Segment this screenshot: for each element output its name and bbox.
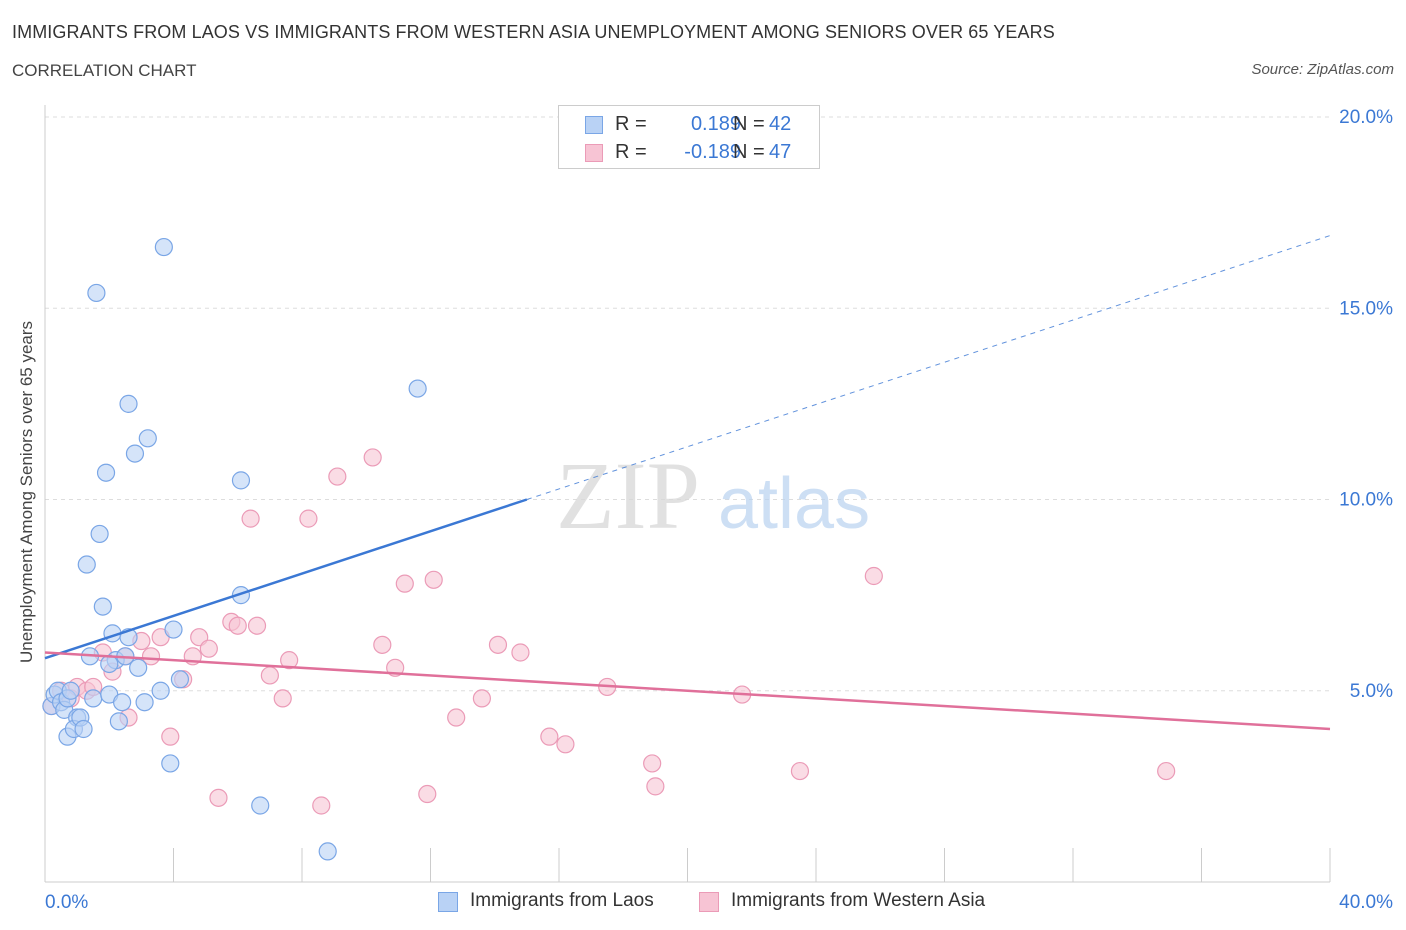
laos-point — [84, 689, 103, 708]
western-asia-point — [472, 689, 491, 708]
laos-point — [109, 712, 128, 731]
western-asia-point — [424, 570, 443, 589]
legend-n-label: N = — [733, 113, 765, 135]
y-tick-label: 10.0% — [1339, 490, 1393, 511]
bottom-legend-swatch-western-asia — [699, 892, 719, 912]
western-asia-point — [373, 635, 392, 654]
legend-r-value-western-asia: -0.189 — [684, 141, 741, 163]
bottom-legend-label-western-asia: Immigrants from Western Asia — [731, 890, 986, 911]
axes — [44, 105, 1331, 883]
x-tick-label-right: 40.0% — [1339, 892, 1393, 913]
chart-subtitle: CORRELATION CHART — [12, 61, 197, 80]
laos-point — [61, 681, 80, 700]
legend-n-label: N = — [733, 141, 765, 163]
legend-swatch-western-asia — [585, 144, 603, 162]
laos-point — [164, 620, 183, 639]
western-asia-point — [418, 784, 437, 804]
y-tick-label: 5.0% — [1350, 681, 1393, 702]
y-axis-label: Unemployment Among Seniors over 65 years — [17, 320, 36, 664]
western-asia-point — [395, 574, 414, 593]
western-asia-point — [488, 635, 508, 654]
laos-point — [93, 597, 112, 616]
laos-point — [96, 463, 116, 482]
western-asia-point — [511, 643, 530, 662]
western-asia-point — [540, 727, 559, 746]
laos-point — [100, 654, 119, 674]
western-asia-point — [299, 509, 318, 528]
legend-swatch-laos — [585, 116, 603, 134]
watermark-atlas: atlas — [718, 464, 870, 544]
western-asia-point — [209, 788, 228, 807]
watermark: ZIP atlas — [556, 442, 870, 549]
western-asia-point — [864, 566, 883, 586]
laos-point — [119, 394, 138, 413]
legend-r-label: R = — [615, 113, 647, 135]
western-asia-point — [790, 761, 810, 781]
western-asia-point — [363, 448, 382, 467]
western-asia-point — [199, 639, 218, 658]
series-western-asia-points — [42, 448, 1176, 815]
laos-point — [87, 283, 106, 303]
western-asia-point — [247, 616, 267, 635]
laos-point — [170, 670, 190, 689]
western-asia-point — [141, 647, 161, 666]
western-asia-point — [273, 689, 292, 708]
laos-point — [231, 586, 251, 605]
laos-point — [161, 754, 180, 773]
y-tick-labels: 5.0% 10.0% 15.0% 20.0% — [1339, 107, 1393, 702]
trend-lines — [44, 235, 1331, 731]
source-credit: Source: ZipAtlas.com — [1251, 61, 1394, 78]
western-asia-point — [280, 651, 299, 670]
watermark-zip: ZIP — [556, 442, 700, 549]
laos-point — [154, 237, 173, 257]
western-asia-point — [447, 708, 466, 727]
legend-r-value-laos: 0.189 — [690, 113, 741, 135]
western-asia-point — [228, 616, 247, 635]
trend-line-laos-extrapolated — [526, 235, 1331, 500]
western-asia-point — [328, 467, 347, 486]
western-asia-point — [312, 796, 331, 815]
laos-point — [138, 429, 157, 448]
bottom-legend-label-laos: Immigrants from Laos — [470, 890, 654, 911]
legend-r-label: R = — [615, 141, 647, 163]
trend-line-western-asia — [44, 651, 1331, 731]
x-tick-labels: 0.0% 40.0% — [45, 892, 1393, 913]
series-laos-points — [42, 237, 427, 861]
laos-point — [74, 719, 93, 739]
laos-point — [408, 379, 427, 398]
laos-point — [251, 796, 270, 815]
legend-n-value-laos: 42 — [769, 113, 792, 135]
laos-point — [125, 444, 145, 463]
western-asia-point — [241, 509, 260, 528]
laos-point — [90, 524, 109, 544]
western-asia-point — [260, 666, 279, 685]
western-asia-point — [556, 735, 575, 754]
western-asia-point — [161, 727, 180, 746]
laos-point — [135, 693, 154, 712]
legend-n-value-western-asia: 47 — [769, 141, 792, 163]
correlation-legend: R = 0.189 N = 42 R = -0.189 N = 47 — [558, 105, 820, 169]
grid-lines — [45, 116, 1330, 692]
trend-line-laos — [44, 498, 528, 660]
y-tick-label: 20.0% — [1339, 107, 1393, 128]
laos-point — [151, 681, 170, 700]
laos-point — [77, 555, 96, 574]
laos-point — [112, 693, 132, 712]
western-asia-point — [646, 777, 665, 796]
laos-point — [129, 658, 148, 677]
western-asia-point — [643, 754, 662, 773]
western-asia-point — [1157, 761, 1176, 781]
laos-point — [318, 842, 337, 861]
x-tick-label-left: 0.0% — [45, 892, 88, 913]
bottom-legend-swatch-laos — [438, 892, 458, 912]
laos-point — [231, 471, 251, 490]
chart-title: IMMIGRANTS FROM LAOS VS IMMIGRANTS FROM … — [12, 22, 1055, 42]
y-tick-label: 15.0% — [1339, 298, 1393, 319]
